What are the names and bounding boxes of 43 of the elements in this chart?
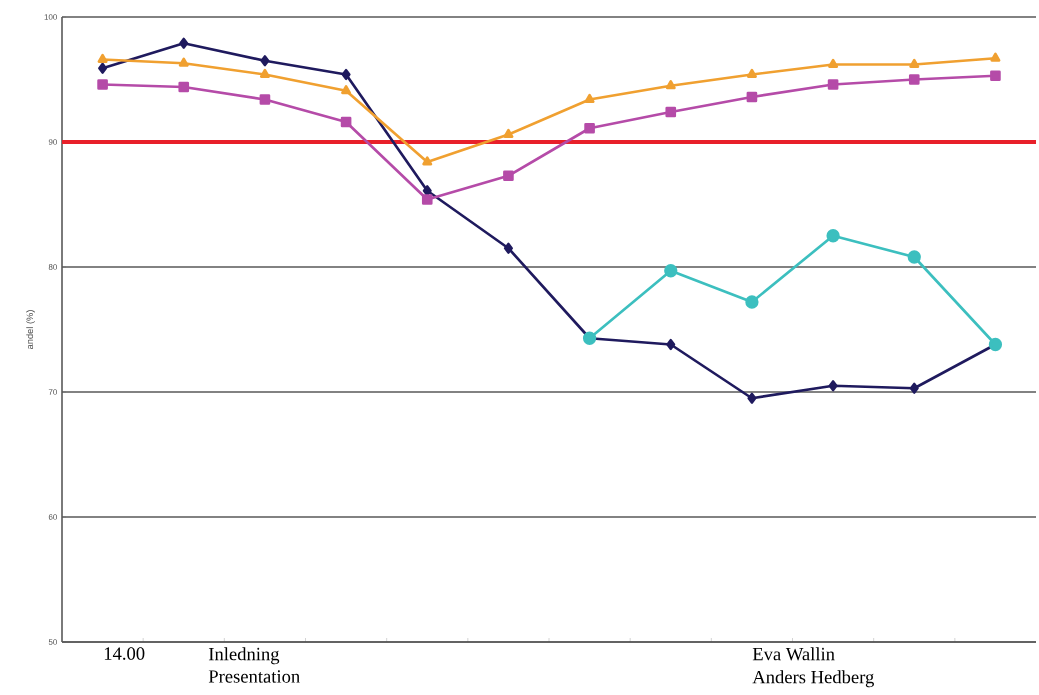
point — [178, 81, 190, 93]
point — [97, 79, 108, 90]
point — [178, 57, 189, 67]
point — [179, 37, 189, 49]
point — [826, 229, 840, 243]
point — [665, 80, 676, 90]
point — [421, 194, 433, 205]
point — [584, 122, 595, 134]
point — [665, 106, 677, 118]
point — [828, 58, 839, 68]
point — [990, 52, 1001, 62]
point — [747, 392, 757, 404]
point — [260, 55, 270, 67]
text: Presentation — [208, 670, 300, 683]
text: 14.00 — [104, 647, 145, 660]
y-axis-title: andel (%) — [26, 310, 35, 349]
text: Eva Wallin — [752, 647, 835, 661]
point — [503, 242, 513, 254]
point — [666, 338, 676, 351]
point — [909, 382, 919, 394]
point — [98, 62, 108, 74]
point — [745, 295, 759, 309]
point — [746, 68, 757, 78]
point — [97, 53, 108, 63]
point — [422, 156, 433, 166]
point — [664, 264, 678, 278]
point — [990, 70, 1001, 82]
point — [503, 128, 514, 138]
point — [340, 116, 352, 128]
point — [341, 68, 351, 81]
point — [907, 250, 921, 264]
point — [746, 91, 758, 103]
point — [908, 74, 920, 85]
point — [584, 93, 595, 103]
text: Inledning — [208, 647, 280, 665]
text: Anders Hedberg — [752, 670, 874, 688]
point — [341, 85, 352, 95]
point — [827, 79, 839, 90]
point — [503, 170, 514, 182]
point — [259, 68, 270, 78]
point — [259, 94, 271, 105]
point — [828, 380, 838, 392]
point — [909, 58, 920, 68]
